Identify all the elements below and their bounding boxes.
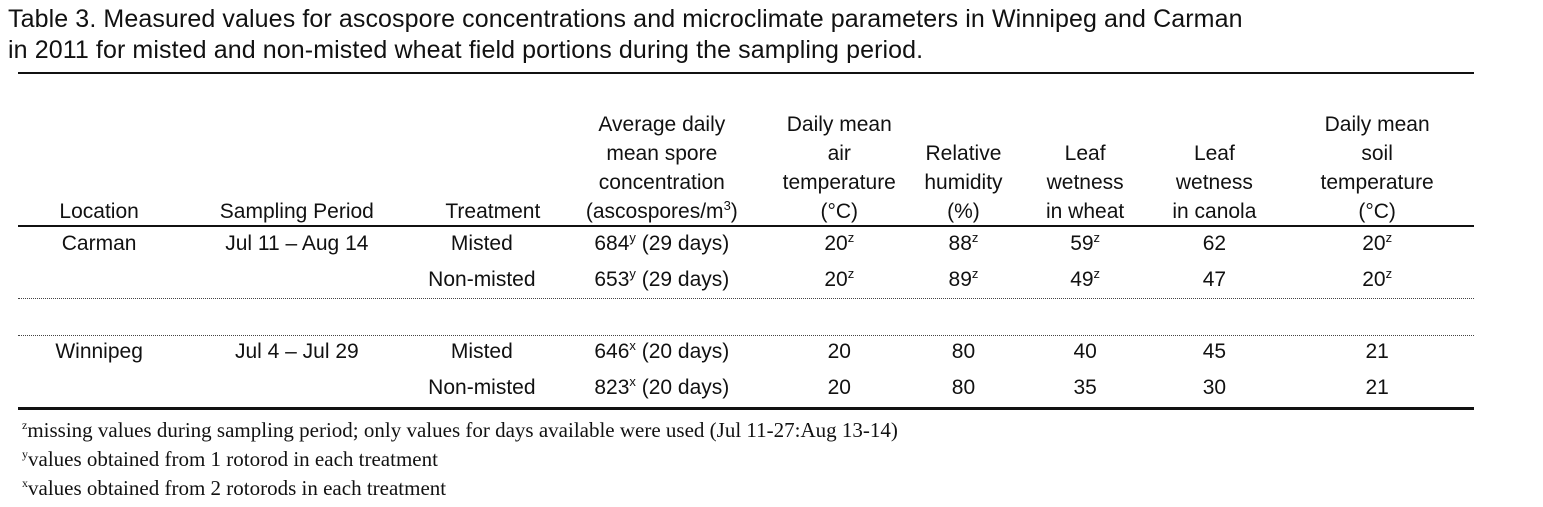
cell-treatment: Misted: [450, 340, 513, 363]
caption-line-2: in 2011 for misted and non-misted wheat …: [8, 36, 924, 64]
winnipeg-start-rule: [18, 335, 1474, 336]
cell-soil-temp: 21: [1365, 376, 1389, 399]
cell-leaf-wheat: 49z: [1070, 266, 1101, 291]
table-caption: Table 3. Measured values for ascospore c…: [8, 4, 1538, 66]
cell-treatment: Non-misted: [428, 268, 536, 291]
bottom-rule: [18, 407, 1474, 410]
table-row: Non-misted 823x (20 days) 20 80 35 30 21: [18, 370, 1474, 406]
header-air-temperature: Daily mean air temperature (°C): [782, 113, 896, 223]
cell-period: Jul 11 – Aug 14: [225, 232, 369, 255]
table-row: Carman Jul 11 – Aug 14 Misted 684y (29 d…: [18, 226, 1474, 262]
caption-line-1: Table 3. Measured values for ascospore c…: [8, 5, 1243, 33]
table-gap-row: [18, 298, 1474, 334]
footnote: xvalues obtained from 2 rotorods in each…: [22, 476, 447, 500]
cell-spore: 684y (29 days): [594, 230, 730, 255]
cell-location: [18, 370, 180, 406]
cell-leaf-canola: 45: [1202, 340, 1227, 363]
cell-treatment: Misted: [450, 232, 513, 255]
cell-humidity: 88z: [948, 230, 979, 255]
footnotes: zmissing values during sampling period; …: [22, 416, 898, 503]
cell-leaf-canola: 47: [1202, 268, 1227, 291]
carman-end-rule: [18, 298, 1474, 299]
header-rule: [18, 225, 1474, 227]
cell-air-temp: 20: [827, 376, 851, 399]
cell-humidity: 80: [951, 340, 976, 363]
cell-air-temp: 20z: [824, 230, 855, 255]
footnote: yvalues obtained from 1 rotorod in each …: [22, 447, 438, 471]
cell-air-temp: 20z: [824, 266, 855, 291]
header-row: Location Sampling Period Treatment Avera…: [18, 110, 1474, 226]
header-soil-temperature: Daily mean soil temperature (°C): [1320, 113, 1434, 223]
cell-soil-temp: 21: [1365, 340, 1389, 363]
top-rule: [18, 72, 1474, 74]
header-sampling-period: Sampling Period: [219, 200, 374, 223]
cell-leaf-canola: 62: [1202, 232, 1227, 255]
cell-period: [180, 370, 413, 406]
footnote: zmissing values during sampling period; …: [22, 418, 898, 442]
cell-location: [18, 262, 180, 298]
table-row: Non-misted 653y (29 days) 20z 89z 49z 47…: [18, 262, 1474, 298]
header-relative-humidity: Relative humidity (%): [924, 142, 1003, 223]
cell-period: Jul 4 – Jul 29: [234, 340, 359, 363]
cell-location: Winnipeg: [55, 340, 143, 363]
cell-soil-temp: 20z: [1362, 266, 1393, 291]
cell-spore: 646x (20 days): [594, 338, 730, 363]
table-row: Winnipeg Jul 4 – Jul 29 Misted 646x (20 …: [18, 334, 1474, 370]
cell-leaf-wheat: 59z: [1070, 230, 1101, 255]
cell-air-temp: 20: [827, 340, 851, 363]
cell-location: Carman: [61, 232, 137, 255]
header-leaf-wetness-wheat: Leaf wetness in wheat: [1046, 142, 1125, 223]
header-spore-concentration: Average daily mean spore concentration (…: [585, 113, 738, 223]
cell-period: [180, 262, 413, 298]
cell-humidity: 89z: [948, 266, 979, 291]
data-table: Location Sampling Period Treatment Avera…: [18, 110, 1474, 406]
cell-spore: 653y (29 days): [594, 266, 730, 291]
cell-leaf-canola: 30: [1202, 376, 1227, 399]
header-treatment: Treatment: [445, 200, 541, 223]
cell-treatment: Non-misted: [428, 376, 536, 399]
cell-spore: 823x (20 days): [594, 374, 730, 399]
cell-leaf-wheat: 40: [1073, 340, 1097, 363]
cell-humidity: 80: [951, 376, 976, 399]
header-location: Location: [59, 200, 139, 223]
header-leaf-wetness-canola: Leaf wetness in canola: [1172, 142, 1257, 223]
cell-soil-temp: 20z: [1362, 230, 1393, 255]
cell-leaf-wheat: 35: [1073, 376, 1097, 399]
